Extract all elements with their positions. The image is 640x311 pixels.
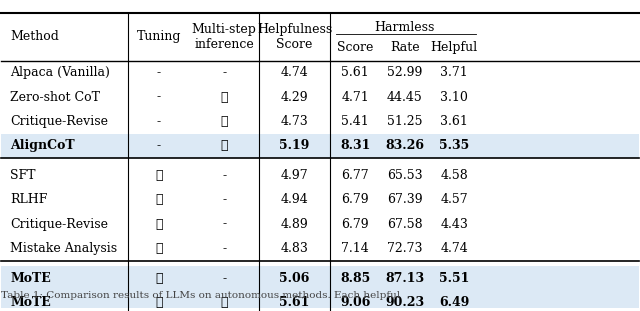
Text: Multi-step
inference: Multi-step inference <box>192 23 257 51</box>
Text: ✓: ✓ <box>155 218 163 231</box>
Text: 4.74: 4.74 <box>280 66 308 79</box>
Text: 4.58: 4.58 <box>440 169 468 182</box>
Text: 6.79: 6.79 <box>341 218 369 231</box>
Text: ✓: ✓ <box>155 242 163 255</box>
Text: Score: Score <box>337 41 373 54</box>
Text: -: - <box>222 193 227 206</box>
Text: ✓: ✓ <box>155 296 163 309</box>
Text: Alpaca (Vanilla): Alpaca (Vanilla) <box>10 66 110 79</box>
Text: 65.53: 65.53 <box>387 169 422 182</box>
Text: RLHF: RLHF <box>10 193 47 206</box>
Text: 4.29: 4.29 <box>281 91 308 104</box>
Text: 5.61: 5.61 <box>279 296 310 309</box>
Text: 5.35: 5.35 <box>439 139 469 152</box>
Text: 4.97: 4.97 <box>281 169 308 182</box>
Text: 5.61: 5.61 <box>341 66 369 79</box>
Text: Mistake Analysis: Mistake Analysis <box>10 242 117 255</box>
Text: 72.73: 72.73 <box>387 242 422 255</box>
FancyBboxPatch shape <box>1 290 639 311</box>
Text: 44.45: 44.45 <box>387 91 422 104</box>
Text: AlignCoT: AlignCoT <box>10 139 75 152</box>
Text: -: - <box>157 139 161 152</box>
Text: Method: Method <box>10 30 59 43</box>
Text: -: - <box>222 218 227 231</box>
Text: ✓: ✓ <box>220 296 228 309</box>
Text: 8.31: 8.31 <box>340 139 371 152</box>
Text: ✓: ✓ <box>155 272 163 285</box>
Text: 3.61: 3.61 <box>440 115 468 128</box>
Text: Tuning: Tuning <box>136 30 181 43</box>
Text: SFT: SFT <box>10 169 36 182</box>
Text: 4.71: 4.71 <box>341 91 369 104</box>
Text: 4.57: 4.57 <box>440 193 468 206</box>
Text: 4.83: 4.83 <box>280 242 308 255</box>
FancyBboxPatch shape <box>1 266 639 290</box>
Text: Critique-Revise: Critique-Revise <box>10 115 108 128</box>
Text: 6.77: 6.77 <box>341 169 369 182</box>
Text: ✓: ✓ <box>220 91 228 104</box>
Text: -: - <box>157 115 161 128</box>
Text: Harmless: Harmless <box>374 21 435 34</box>
Text: -: - <box>157 66 161 79</box>
Text: ✓: ✓ <box>155 169 163 182</box>
Text: 6.79: 6.79 <box>341 193 369 206</box>
Text: Helpfulness
Score: Helpfulness Score <box>257 23 332 51</box>
Text: 67.39: 67.39 <box>387 193 422 206</box>
Text: ✓: ✓ <box>220 115 228 128</box>
FancyBboxPatch shape <box>1 133 639 158</box>
Text: Critique-Revise: Critique-Revise <box>10 218 108 231</box>
Text: MoTE: MoTE <box>10 272 51 285</box>
Text: ✓: ✓ <box>220 139 228 152</box>
Text: 9.06: 9.06 <box>340 296 371 309</box>
Text: -: - <box>222 272 227 285</box>
Text: 5.06: 5.06 <box>279 272 310 285</box>
Text: 4.74: 4.74 <box>440 242 468 255</box>
Text: MoTE: MoTE <box>10 296 51 309</box>
Text: 4.43: 4.43 <box>440 218 468 231</box>
Text: 67.58: 67.58 <box>387 218 422 231</box>
Text: 87.13: 87.13 <box>385 272 424 285</box>
Text: Zero-shot CoT: Zero-shot CoT <box>10 91 100 104</box>
Text: -: - <box>222 242 227 255</box>
Text: 90.23: 90.23 <box>385 296 424 309</box>
Text: 3.10: 3.10 <box>440 91 468 104</box>
Text: Rate: Rate <box>390 41 419 54</box>
Text: 5.51: 5.51 <box>439 272 469 285</box>
Text: 51.25: 51.25 <box>387 115 422 128</box>
Text: -: - <box>157 91 161 104</box>
Text: 7.14: 7.14 <box>341 242 369 255</box>
Text: 4.89: 4.89 <box>280 218 308 231</box>
Text: 4.73: 4.73 <box>280 115 308 128</box>
Text: 3.71: 3.71 <box>440 66 468 79</box>
Text: 6.49: 6.49 <box>439 296 469 309</box>
Text: -: - <box>222 169 227 182</box>
Text: Table 1: Comparison results of LLMs on autonomous methods. Each helpful: Table 1: Comparison results of LLMs on a… <box>1 291 400 300</box>
Text: Helpful: Helpful <box>431 41 477 54</box>
Text: 4.94: 4.94 <box>280 193 308 206</box>
Text: 52.99: 52.99 <box>387 66 422 79</box>
Text: -: - <box>222 66 227 79</box>
Text: 5.41: 5.41 <box>341 115 369 128</box>
Text: 83.26: 83.26 <box>385 139 424 152</box>
Text: 5.19: 5.19 <box>279 139 310 152</box>
Text: 8.85: 8.85 <box>340 272 371 285</box>
Text: ✓: ✓ <box>155 193 163 206</box>
